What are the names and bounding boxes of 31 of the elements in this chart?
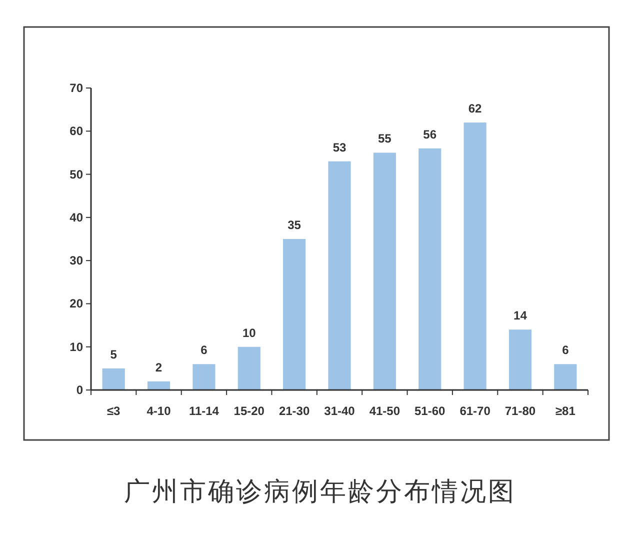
y-tick-label: 50: [70, 167, 84, 182]
y-tick-label: 40: [70, 210, 84, 224]
y-tick-label: 20: [70, 296, 84, 311]
x-tick-label: 31-40: [324, 404, 356, 418]
y-tick-label: 30: [70, 254, 84, 268]
y-tick-label: 0: [76, 383, 84, 397]
data-label: 5: [110, 347, 118, 362]
x-tick-label: ≥81: [555, 404, 576, 418]
data-label: 55: [378, 132, 392, 146]
x-tick-label: 71-80: [504, 404, 536, 418]
x-tick-label: 41-50: [369, 404, 400, 418]
x-tick-label: 4-10: [146, 404, 172, 418]
data-label: 35: [288, 218, 302, 232]
data-label: 53: [332, 140, 346, 154]
text: 广州市确诊病例年龄分布情况图: [124, 476, 516, 506]
y-tick-label: 10: [70, 340, 84, 354]
data-label: 6: [562, 343, 570, 358]
x-tick-label: ≤3: [106, 404, 121, 418]
x-tick-label: 51-60: [414, 404, 446, 418]
x-tick-label: 15-20: [234, 404, 265, 418]
data-label: 14: [514, 308, 528, 323]
data-label: 2: [155, 360, 162, 374]
data-label: 6: [200, 343, 208, 358]
x-tick-label: 61-70: [460, 404, 491, 418]
x-tick-label: 21-30: [278, 404, 310, 418]
data-label: 62: [468, 102, 482, 116]
x-tick-label: 11-14: [188, 404, 220, 418]
y-tick-label: 60: [70, 124, 84, 138]
data-label: 56: [423, 127, 437, 142]
y-tick-label: 70: [70, 81, 84, 95]
data-label: 10: [242, 326, 256, 340]
